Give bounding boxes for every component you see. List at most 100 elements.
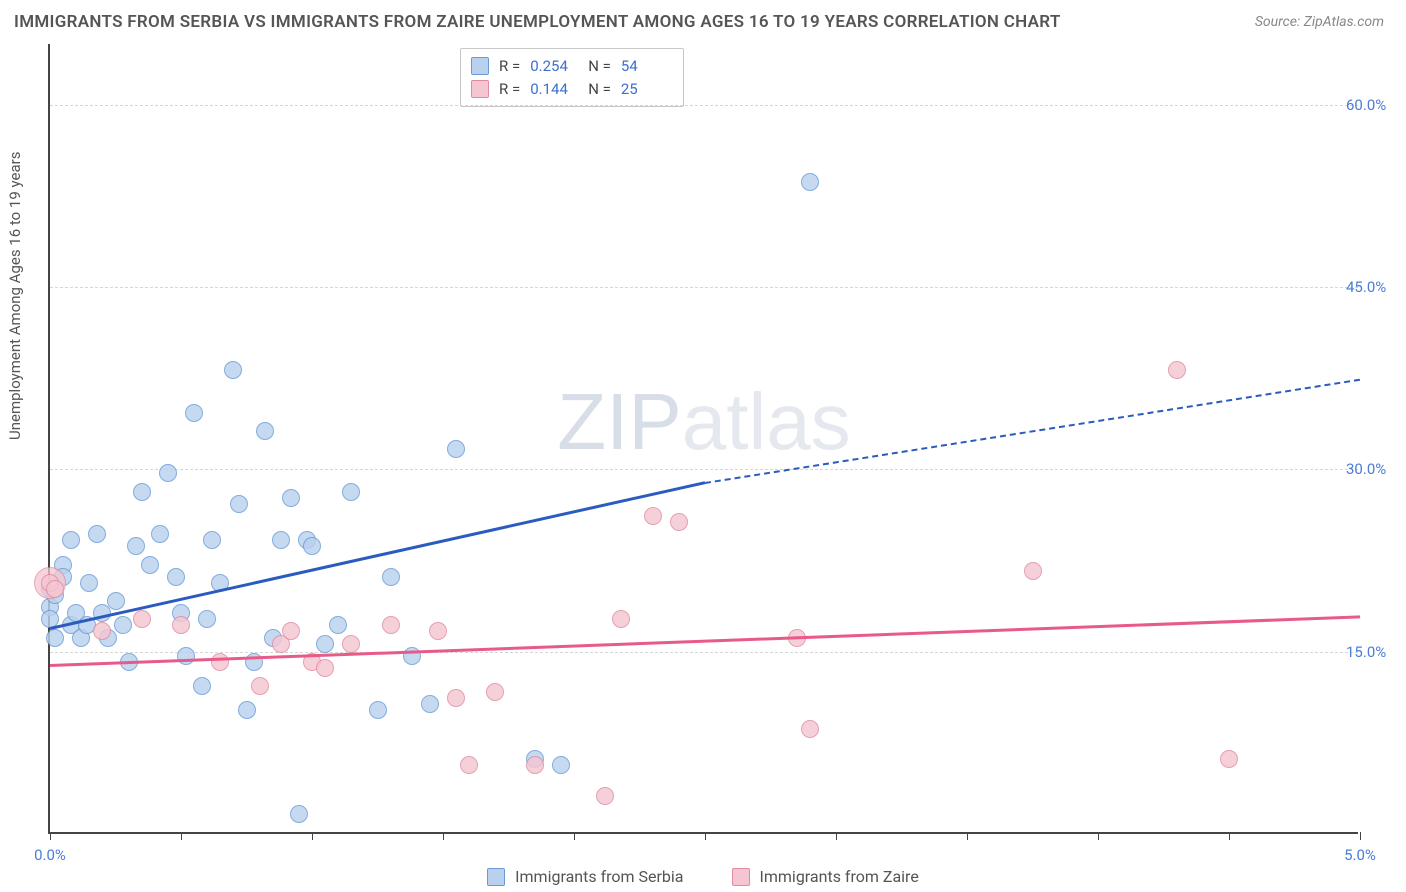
scatter-point: [193, 677, 211, 695]
legend-label: Immigrants from Serbia: [515, 867, 683, 886]
watermark: ZIPatlas: [557, 376, 850, 468]
y-tick-label: 30.0%: [1346, 460, 1406, 478]
scatter-point: [316, 659, 334, 677]
scatter-point: [670, 513, 688, 531]
scatter-point: [167, 568, 185, 586]
legend-item-serbia: Immigrants from Serbia: [487, 867, 683, 886]
scatter-point: [141, 556, 159, 574]
n-value-serbia: 54: [621, 55, 669, 78]
gridline: [50, 105, 1358, 106]
scatter-point: [486, 683, 504, 701]
scatter-point: [552, 756, 570, 774]
scatter-point: [62, 531, 80, 549]
gridline: [50, 469, 1358, 470]
scatter-point: [612, 610, 630, 628]
x-tick: [1098, 832, 1099, 840]
scatter-point: [342, 635, 360, 653]
scatter-point: [198, 610, 216, 628]
scatter-point: [596, 787, 614, 805]
scatter-plot: ZIPatlas R = 0.254 N = 54 R = 0.144 N = …: [48, 44, 1358, 834]
scatter-point: [303, 537, 321, 555]
swatch-serbia: [471, 57, 489, 75]
scatter-point: [185, 404, 203, 422]
stats-row-zaire: R = 0.144 N = 25: [471, 78, 669, 101]
gridline: [50, 652, 1358, 653]
scatter-point: [1168, 361, 1186, 379]
n-label: N =: [588, 78, 611, 101]
x-tick: [1360, 832, 1361, 840]
scatter-point: [369, 701, 387, 719]
scatter-point: [80, 574, 98, 592]
scatter-point: [526, 756, 544, 774]
scatter-point: [224, 361, 242, 379]
source-label: Source: ZipAtlas.com: [1255, 14, 1384, 30]
x-tick: [967, 832, 968, 840]
r-value-zaire: 0.144: [530, 78, 578, 101]
x-tick: [1229, 832, 1230, 840]
scatter-point: [46, 580, 64, 598]
scatter-point: [1024, 562, 1042, 580]
r-label: R =: [499, 55, 520, 78]
bottom-legend: Immigrants from Serbia Immigrants from Z…: [0, 867, 1406, 886]
scatter-point: [382, 568, 400, 586]
scatter-point: [801, 173, 819, 191]
r-value-serbia: 0.254: [530, 55, 578, 78]
scatter-point: [93, 622, 111, 640]
scatter-point: [342, 483, 360, 501]
chart-title: IMMIGRANTS FROM SERBIA VS IMMIGRANTS FRO…: [14, 12, 1061, 32]
x-tick: [574, 832, 575, 840]
scatter-point: [172, 616, 190, 634]
scatter-point: [429, 622, 447, 640]
scatter-point: [460, 756, 478, 774]
stats-row-serbia: R = 0.254 N = 54: [471, 55, 669, 78]
scatter-point: [251, 677, 269, 695]
y-tick-label: 15.0%: [1346, 643, 1406, 661]
scatter-point: [203, 531, 221, 549]
y-tick-label: 60.0%: [1346, 96, 1406, 114]
r-label: R =: [499, 78, 520, 101]
x-tick: [705, 832, 706, 840]
scatter-point: [1220, 750, 1238, 768]
scatter-point: [127, 537, 145, 555]
stats-legend-box: R = 0.254 N = 54 R = 0.144 N = 25: [460, 48, 684, 107]
scatter-point: [421, 695, 439, 713]
scatter-point: [282, 489, 300, 507]
scatter-point: [151, 525, 169, 543]
scatter-point: [282, 622, 300, 640]
x-tick-label: 0.0%: [34, 846, 66, 864]
scatter-point: [133, 483, 151, 501]
x-tick: [181, 832, 182, 840]
legend-item-zaire: Immigrants from Zaire: [732, 867, 919, 886]
legend-swatch-serbia: [487, 868, 505, 886]
scatter-point: [133, 610, 151, 628]
scatter-point: [159, 464, 177, 482]
regression-line: [50, 615, 1360, 667]
gridline: [50, 287, 1358, 288]
scatter-point: [238, 701, 256, 719]
scatter-point: [644, 507, 662, 525]
scatter-point: [382, 616, 400, 634]
y-axis-label: Unemployment Among Ages 16 to 19 years: [6, 152, 24, 440]
scatter-point: [88, 525, 106, 543]
scatter-point: [107, 592, 125, 610]
scatter-point: [272, 531, 290, 549]
scatter-point: [447, 440, 465, 458]
scatter-point: [801, 720, 819, 738]
scatter-point: [256, 422, 274, 440]
scatter-point: [447, 689, 465, 707]
swatch-zaire: [471, 80, 489, 98]
legend-label: Immigrants from Zaire: [760, 867, 919, 886]
x-tick: [443, 832, 444, 840]
x-tick: [312, 832, 313, 840]
scatter-point: [316, 635, 334, 653]
legend-swatch-zaire: [732, 868, 750, 886]
scatter-point: [290, 805, 308, 823]
scatter-point: [114, 616, 132, 634]
n-label: N =: [588, 55, 611, 78]
scatter-point: [329, 616, 347, 634]
regression-line: [705, 378, 1360, 483]
x-tick: [50, 832, 51, 840]
scatter-point: [46, 629, 64, 647]
scatter-point: [211, 653, 229, 671]
n-value-zaire: 25: [621, 78, 669, 101]
